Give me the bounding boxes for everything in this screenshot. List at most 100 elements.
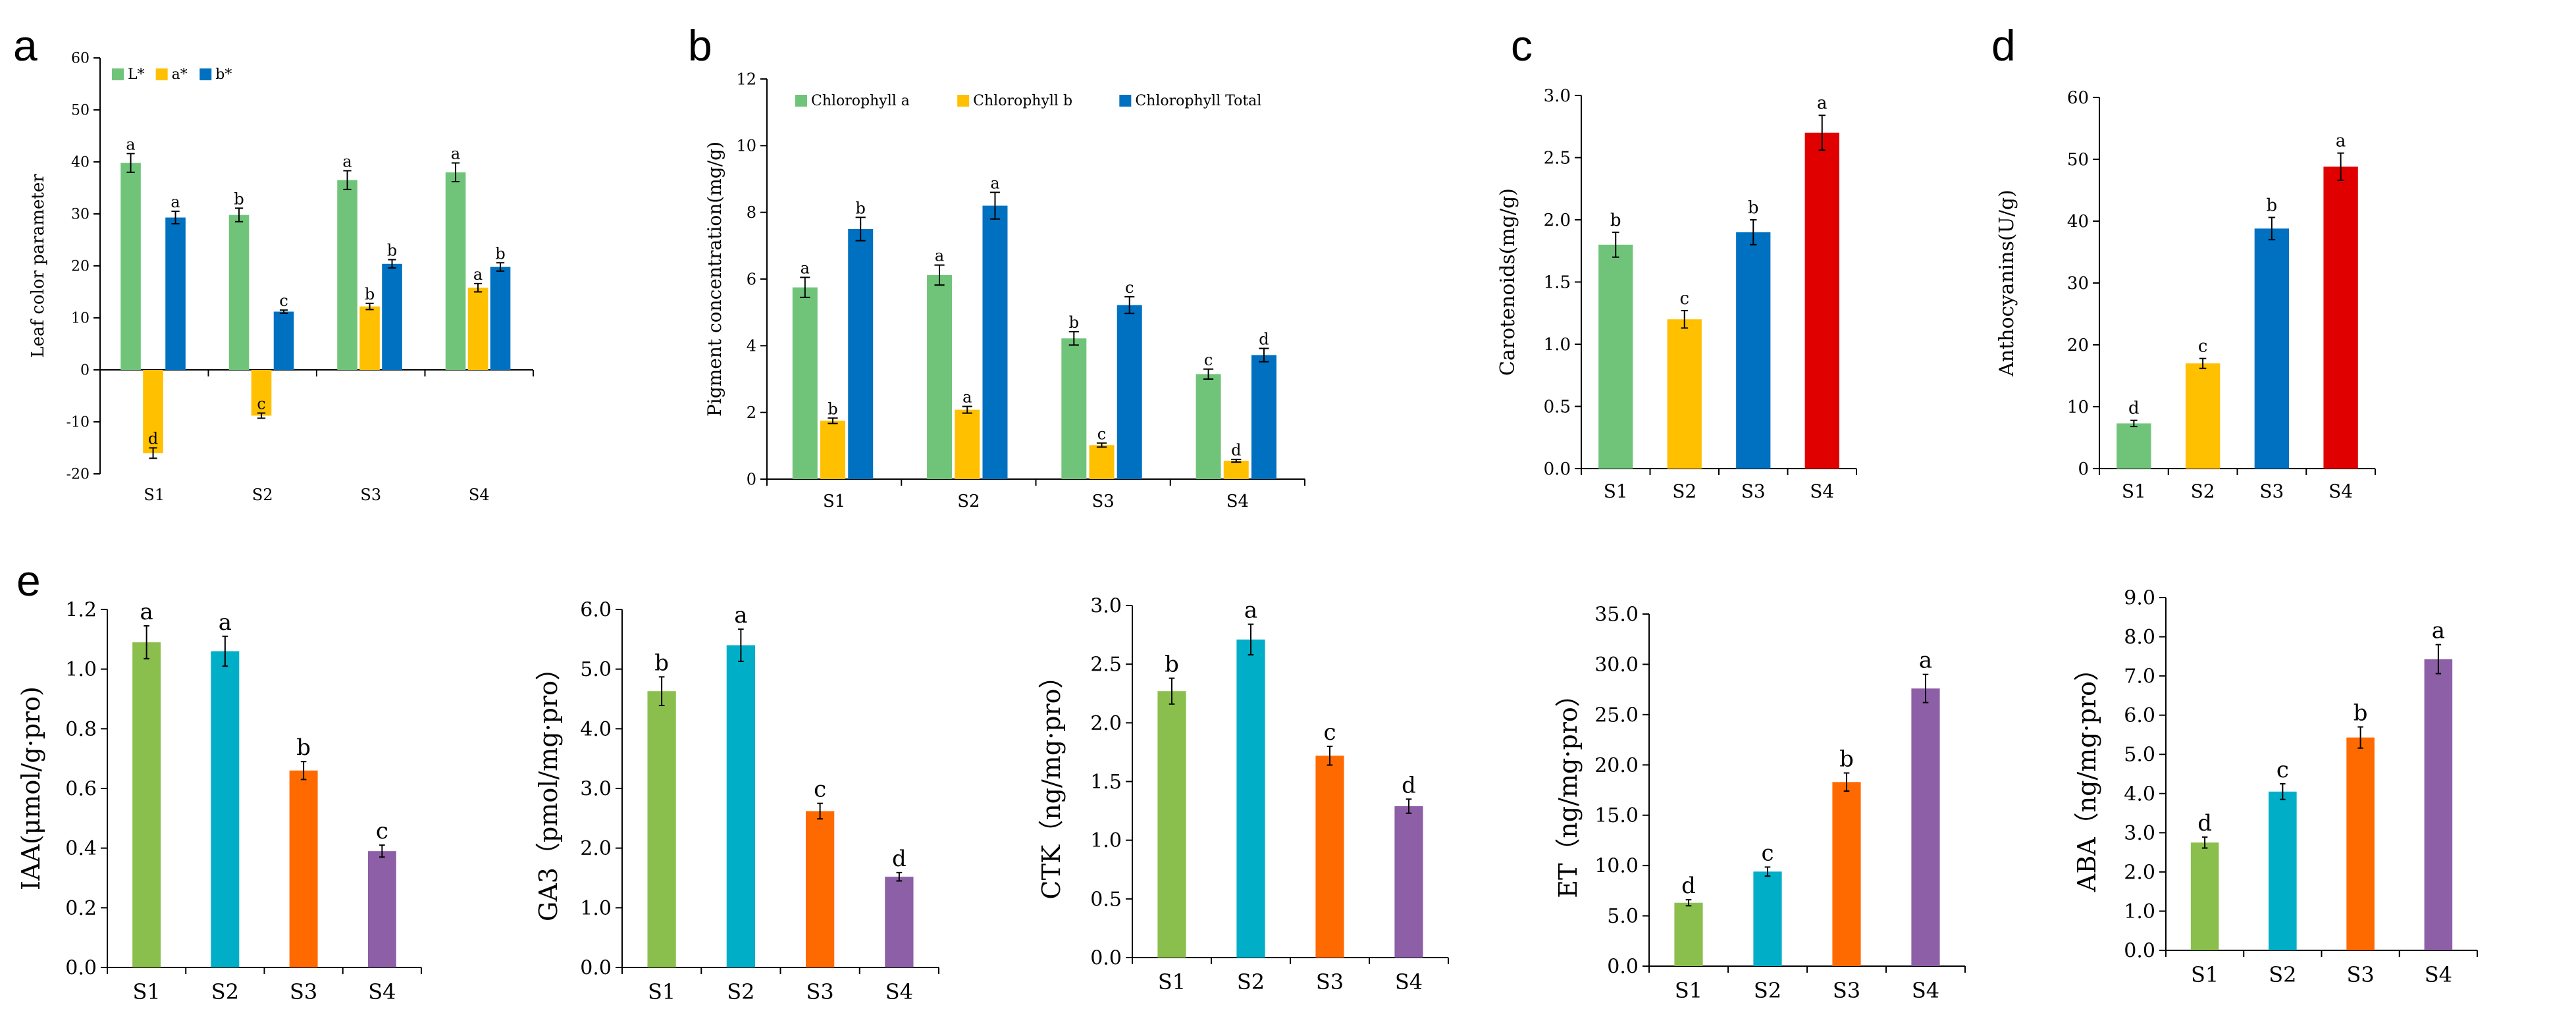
y-axis-label: ET（ng/mg·pro） (1554, 682, 1583, 898)
bar (726, 645, 756, 967)
x-tick-label: S3 (290, 979, 317, 1004)
y-tick-label: 0.5 (1544, 398, 1571, 417)
significance-letter: d (892, 846, 907, 872)
chart-panel-d: d 0 10 20 30 40 50 60 Anthocyanins(U/g) S1 S2 S3 S4 d… (1991, 21, 2376, 502)
bar (2269, 791, 2297, 950)
bar (1667, 319, 1702, 469)
bar (467, 288, 488, 370)
bar (647, 691, 676, 967)
y-tick-label: 5.0 (1607, 905, 1639, 928)
significance-letter: c (1323, 719, 1336, 746)
y-tick-label: 3.0 (1090, 595, 1122, 618)
bar (1911, 688, 1940, 966)
x-tick-label: S3 (2259, 480, 2284, 502)
bar (1598, 244, 1633, 469)
y-tick-label: 1.0 (1090, 829, 1122, 852)
bar (1089, 445, 1115, 479)
significance-letter: d (148, 430, 158, 448)
bar (228, 215, 250, 370)
significance-letter: c (376, 818, 388, 844)
significance-letter: b (654, 650, 669, 676)
significance-letter: a (126, 135, 135, 153)
y-tick-label: 8.0 (2124, 626, 2155, 649)
legend-swatch (795, 95, 807, 107)
significance-letter: d (1231, 441, 1241, 459)
significance-letter: c (2276, 757, 2289, 783)
bar (1804, 132, 1839, 469)
y-tick-label: 1.0 (65, 658, 97, 681)
significance-letter: b (365, 285, 375, 303)
x-tick-label: S2 (2191, 480, 2215, 502)
x-tick-label: S3 (806, 979, 833, 1004)
bar (1251, 355, 1276, 479)
legend-label: Chlorophyll Total (1135, 93, 1261, 109)
x-tick-label: S3 (1091, 492, 1114, 511)
y-tick-label: 2.0 (580, 837, 612, 860)
bar (1196, 374, 1221, 479)
significance-letter: d (2197, 810, 2212, 836)
y-tick-label: 0.2 (65, 897, 97, 920)
y-tick-label: 0 (80, 363, 90, 379)
bar (1753, 871, 1782, 966)
significance-letter: a (1244, 598, 1257, 624)
y-tick-label: 0.0 (65, 957, 97, 980)
bar (367, 851, 396, 967)
y-tick-label: 7.0 (2124, 665, 2155, 688)
bar (2116, 423, 2151, 469)
x-tick-label: S1 (144, 486, 165, 504)
y-tick-label: 5.0 (2124, 744, 2155, 767)
y-tick-label: 0.0 (580, 957, 612, 980)
x-tick-label: S4 (885, 979, 913, 1004)
significance-letter: b (1748, 198, 1759, 218)
legend-label: Chlorophyll a (811, 93, 910, 109)
significance-letter: a (962, 388, 972, 407)
significance-letter: b (387, 242, 397, 260)
bar (2254, 228, 2290, 469)
significance-letter: b (495, 244, 505, 263)
significance-letter: b (2267, 195, 2278, 215)
y-tick-label: 6.0 (580, 599, 612, 622)
x-tick-label: S1 (823, 492, 845, 511)
y-tick-label: 2.0 (2124, 861, 2155, 884)
y-tick-label: 4.0 (2124, 783, 2155, 806)
significance-letter: b (1610, 211, 1621, 230)
panel-letter: b (688, 21, 712, 70)
x-tick-label: S3 (1316, 969, 1344, 994)
bar (1315, 756, 1344, 958)
significance-letter: a (734, 602, 747, 629)
significance-letter: d (1259, 330, 1269, 348)
chart-panel-e3: 0.0 0.5 1.0 1.5 2.0 2.5 3.0 CTK（ng/mg·pro） S1 S2 S… (1037, 595, 1449, 994)
x-tick-label: S1 (132, 979, 160, 1004)
bar (982, 205, 1008, 479)
bar (820, 421, 846, 479)
significance-letter: c (814, 777, 826, 803)
significance-letter: a (801, 259, 810, 277)
significance-letter: a (140, 599, 153, 625)
legend: Chlorophyll a Chlorophyll b Chlorophyll To… (795, 93, 1261, 109)
x-tick-label: S1 (1604, 480, 1628, 502)
legend-label: L* (128, 66, 145, 83)
significance-letter: c (279, 292, 288, 310)
bar (1061, 338, 1087, 479)
bar (211, 651, 240, 967)
y-tick-label: 20.0 (1594, 754, 1639, 777)
panel-letter: a (13, 21, 38, 70)
bar (1236, 639, 1265, 958)
x-tick-label: S4 (1810, 480, 1834, 502)
significance-letter: a (990, 174, 999, 192)
x-tick-label: S3 (360, 486, 381, 504)
bar (289, 770, 318, 967)
y-tick-label: 1.0 (1544, 335, 1571, 355)
y-tick-label: 12 (736, 70, 756, 88)
significance-letter: b (296, 734, 311, 761)
y-axis-label: Leaf color parameter (28, 174, 48, 358)
y-tick-label: 2.0 (1090, 712, 1122, 735)
significance-letter: c (1125, 278, 1134, 297)
y-tick-label: 10 (2067, 398, 2089, 417)
significance-letter: c (1761, 840, 1774, 866)
chart-panel-e5: 0.0 1.0 2.0 3.0 4.0 5.0 6.0 7.0 8.0 9.0 ABA（ng/mg·… (2072, 587, 2478, 987)
x-tick-label: S2 (252, 486, 273, 504)
legend-label: Chlorophyll b (973, 93, 1072, 109)
bar (382, 263, 402, 370)
y-axis-label: CTK（ng/mg·pro） (1037, 663, 1066, 899)
